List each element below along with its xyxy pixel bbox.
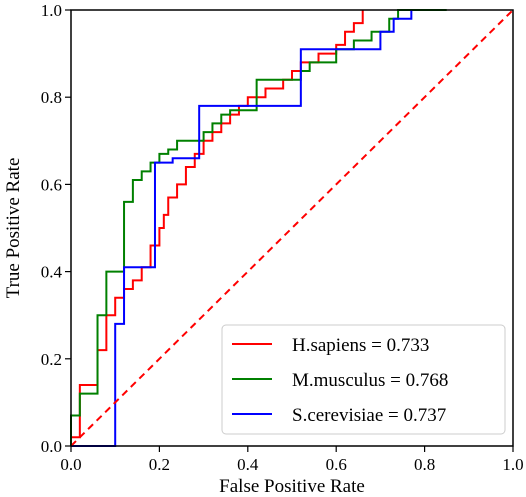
series-line-1 — [70, 9, 447, 446]
axes-frame — [70, 9, 514, 447]
x-tick-label: 0.8 — [414, 455, 435, 474]
legend: H.sapiens = 0.733 M.musculus = 0.768 S.cer… — [221, 324, 506, 435]
legend-label: M.musculus = 0.768 — [292, 370, 448, 391]
series-line-2 — [71, 10, 413, 447]
x-tick-label: 1.0 — [502, 455, 523, 474]
chance-diagonal-line — [70, 9, 514, 447]
y-tick-label: 0.8 — [41, 88, 62, 107]
legend-box — [221, 324, 506, 435]
y-tick-label: 0.2 — [41, 350, 62, 369]
legend-label: H.sapiens = 0.733 — [292, 335, 429, 356]
y-tick-label: 0.0 — [41, 437, 62, 456]
y-axis-title: True Positive Rate — [3, 158, 24, 299]
x-axis-ticks: 0.0 0.2 0.4 0.6 0.8 1.0 — [60, 446, 524, 474]
y-tick-label: 1.0 — [41, 1, 62, 20]
y-axis-ticks: 0.0 0.2 0.4 0.6 0.8 1.0 — [41, 1, 71, 456]
plot-lines — [70, 9, 514, 447]
y-tick-label: 0.4 — [41, 263, 63, 282]
x-axis-title: False Positive Rate — [219, 476, 365, 497]
x-tick-label: 0.2 — [149, 455, 170, 474]
x-tick-label: 0.4 — [237, 455, 259, 474]
y-tick-label: 0.6 — [41, 175, 62, 194]
x-tick-label: 0.0 — [60, 455, 81, 474]
legend-label: S.cerevisiae = 0.737 — [292, 405, 446, 426]
x-tick-label: 0.6 — [326, 455, 347, 474]
